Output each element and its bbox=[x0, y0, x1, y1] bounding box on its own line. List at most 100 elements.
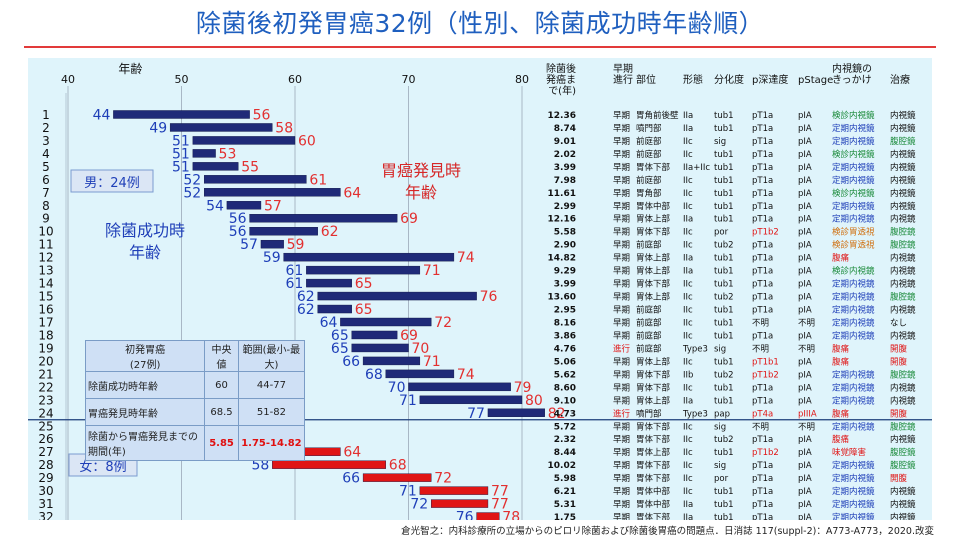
table-cell: tub1 bbox=[714, 306, 734, 316]
table-cell: pT1a bbox=[752, 280, 773, 290]
table-cell: IIc bbox=[683, 176, 693, 186]
table-header: 早期 bbox=[613, 63, 633, 75]
table-cell: 早期 bbox=[613, 461, 630, 471]
summary-row-range: 51-82 bbox=[237, 398, 306, 426]
table-cell: 内視鏡 bbox=[890, 123, 916, 134]
age-interval-bar bbox=[226, 201, 262, 210]
table-cell: 定期内視鏡 bbox=[832, 292, 875, 303]
table-cell: IIc bbox=[683, 487, 693, 497]
table-cell: IIc bbox=[683, 228, 693, 238]
table-cell: 早期 bbox=[613, 487, 630, 497]
table-cell: 定期内視鏡 bbox=[832, 318, 875, 329]
table-cell: 早期 bbox=[613, 396, 630, 406]
table-cell: pT1a bbox=[752, 215, 773, 225]
row-number: 31 bbox=[38, 497, 53, 511]
eradication-age-label: 70 bbox=[388, 380, 406, 396]
table-cell: pT1a bbox=[752, 163, 773, 173]
eradication-age-annotation: 除菌成功時 bbox=[105, 221, 185, 240]
table-cell: 8.44 bbox=[554, 448, 576, 458]
table-cell: pT1b1 bbox=[752, 357, 779, 367]
table-cell: 胃角部 bbox=[636, 188, 662, 199]
table-cell: 定期内視鏡 bbox=[832, 330, 875, 341]
table-cell: 胃体中部 bbox=[636, 486, 671, 497]
table-cell: 定期内視鏡 bbox=[832, 382, 875, 393]
table-cell: 胃体下部 bbox=[636, 473, 671, 484]
age-interval-bar bbox=[419, 486, 489, 495]
table-header: 形態 bbox=[683, 73, 703, 86]
table-cell: 早期 bbox=[613, 513, 630, 520]
eradication-age-label: 52 bbox=[183, 185, 201, 201]
table-cell: 開腹 bbox=[890, 356, 908, 367]
row-number: 26 bbox=[38, 432, 53, 446]
table-cell: 前庭部 bbox=[636, 343, 662, 354]
table-cell: 3.99 bbox=[554, 163, 576, 173]
page-title: 除菌後初発胃癌32例（性別、除菌成功時年齢順） bbox=[195, 9, 765, 38]
row-number: 12 bbox=[38, 251, 53, 265]
table-cell: 内視鏡 bbox=[890, 512, 916, 520]
table-cell: pIA bbox=[798, 202, 812, 212]
table-cell: 検診内視鏡 bbox=[832, 266, 875, 277]
table-cell: 定期内視鏡 bbox=[832, 460, 875, 471]
table-cell: 内視鏡 bbox=[890, 395, 916, 406]
table-cell: 定期内視鏡 bbox=[832, 486, 875, 497]
age-interval-bar bbox=[306, 278, 352, 288]
table-cell: 不明 bbox=[752, 319, 769, 329]
row-number: 23 bbox=[38, 393, 53, 407]
table-cell: tub1 bbox=[714, 396, 734, 406]
table-cell: 検診内視鏡 bbox=[832, 149, 875, 160]
table-cell: pIA bbox=[798, 176, 812, 186]
eradication-age-label: 77 bbox=[467, 406, 485, 422]
table-cell: 胃体下部 bbox=[636, 421, 671, 432]
table-cell: pT1a bbox=[752, 241, 773, 251]
table-cell: IIc bbox=[683, 435, 693, 445]
table-cell: 前庭部 bbox=[636, 175, 662, 186]
table-cell: pIA bbox=[798, 241, 812, 251]
discovery-age-label: 68 bbox=[389, 458, 407, 474]
table-cell: 不明 bbox=[752, 344, 769, 354]
row-number: 11 bbox=[38, 238, 53, 252]
x-tick-label: 60 bbox=[288, 73, 302, 86]
table-cell: 腹痛 bbox=[832, 434, 850, 445]
table-cell: 13.60 bbox=[548, 293, 576, 303]
table-cell: 12.16 bbox=[548, 215, 576, 225]
table-cell: 腹腔鏡 bbox=[890, 447, 916, 458]
eradication-age-label: 59 bbox=[263, 250, 281, 266]
discovery-age-label: 57 bbox=[264, 198, 282, 214]
table-cell: por bbox=[714, 228, 729, 238]
discovery-age-label: 65 bbox=[355, 302, 373, 318]
table-cell: IIa bbox=[683, 396, 693, 406]
table-cell: 5.98 bbox=[554, 474, 576, 484]
row-number: 3 bbox=[42, 134, 50, 148]
table-cell: 2.95 bbox=[554, 306, 576, 316]
table-cell: 内視鏡 bbox=[890, 266, 916, 277]
table-cell: pT1a bbox=[752, 513, 773, 520]
table-cell: 検診胃透視 bbox=[832, 240, 875, 251]
table-cell: IIc bbox=[683, 319, 693, 329]
table-cell: pIA bbox=[798, 474, 812, 484]
table-cell: pIA bbox=[798, 487, 812, 497]
summary-header-cases: 初発胃癌 (27例) bbox=[84, 340, 206, 372]
x-tick-label: 50 bbox=[175, 73, 189, 86]
table-cell: tub1 bbox=[714, 202, 734, 212]
table-cell: 早期 bbox=[613, 370, 630, 380]
row-number: 9 bbox=[42, 212, 50, 226]
summary-row-label: 胃癌発見時年齢 bbox=[84, 398, 206, 426]
table-cell: 早期 bbox=[613, 280, 630, 290]
table-header: 分化度 bbox=[714, 73, 744, 86]
table-cell: 腹痛 bbox=[832, 356, 850, 367]
summary-header-row: 初発胃癌 (27例) 中央値 範囲(最小-最大) bbox=[84, 340, 306, 372]
table-cell: Type3 bbox=[682, 409, 708, 419]
table-cell: pT1a bbox=[752, 254, 773, 264]
eradication-age-label: 66 bbox=[342, 471, 360, 487]
age-interval-bar bbox=[203, 188, 341, 197]
table-cell: 噴門部 bbox=[636, 123, 662, 134]
discovery-age-label: 72 bbox=[434, 471, 452, 487]
table-cell: pIA bbox=[798, 228, 812, 238]
table-cell: IIc bbox=[683, 461, 693, 471]
discovery-age-label: 64 bbox=[343, 445, 361, 461]
table-cell: 胃体上部 bbox=[636, 214, 671, 225]
age-interval-bar bbox=[306, 265, 421, 275]
table-cell: 定期内視鏡 bbox=[832, 473, 875, 484]
table-header: p深達度 bbox=[752, 73, 788, 86]
table-cell: IIa bbox=[683, 215, 693, 225]
